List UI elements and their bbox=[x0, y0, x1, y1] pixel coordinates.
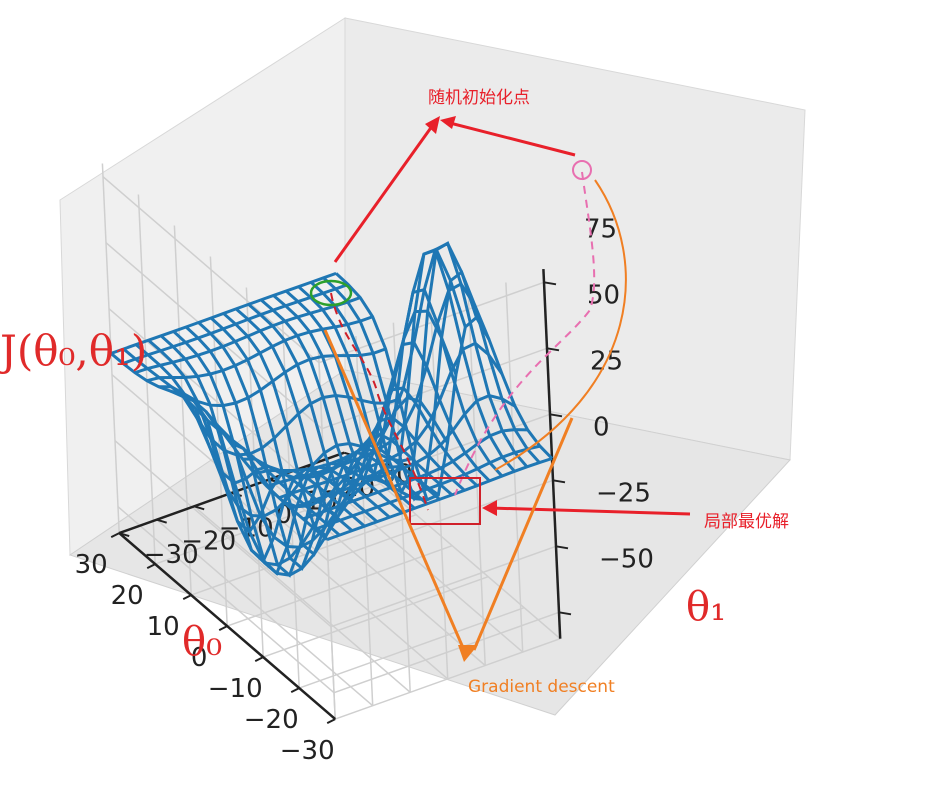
z-tick-mark bbox=[546, 347, 560, 352]
back-grid-line bbox=[505, 282, 524, 653]
init-arrow-left-head bbox=[425, 116, 440, 134]
init-arrow-left bbox=[333, 121, 437, 263]
gd-arrow-right bbox=[472, 417, 574, 651]
start-circle-green bbox=[309, 279, 353, 307]
z-tick-mark bbox=[543, 281, 557, 286]
side-grid-line bbox=[117, 506, 335, 694]
side-grid-line bbox=[173, 225, 192, 596]
y-tick-mark bbox=[118, 532, 130, 538]
pink-descent-path bbox=[454, 171, 596, 496]
z-axis-line bbox=[542, 269, 562, 639]
theta0-handwritten: θ₀ bbox=[182, 619, 222, 665]
wire-line-y bbox=[335, 272, 554, 502]
x-tick-label: −10 bbox=[208, 674, 263, 704]
back-grid-line bbox=[327, 479, 554, 562]
gradient-descent-label: Gradient descent bbox=[468, 677, 615, 697]
back-grid-line bbox=[467, 295, 486, 666]
optimum-arrow bbox=[489, 506, 691, 516]
z-tick-mark bbox=[549, 413, 563, 418]
x-tick-mark bbox=[146, 563, 156, 569]
side-grid-line bbox=[114, 440, 332, 628]
side-grid-line bbox=[108, 308, 326, 496]
x-tick-label: 0 bbox=[191, 643, 208, 673]
z-tick-label: 0 bbox=[593, 412, 610, 442]
back-grid-line bbox=[330, 545, 557, 628]
wire-line-y bbox=[272, 294, 491, 482]
z-tick-label: −50 bbox=[599, 544, 654, 574]
wire-line-y bbox=[297, 247, 516, 488]
z-tick-label: −25 bbox=[596, 478, 651, 508]
x-tick-label: 10 bbox=[147, 612, 180, 642]
x-tick-label: −20 bbox=[244, 705, 299, 735]
orange-curve bbox=[494, 179, 627, 471]
y-tick-mark bbox=[193, 505, 205, 511]
floor-grid-line bbox=[343, 452, 561, 640]
z-tick-mark bbox=[552, 479, 566, 484]
x-tick-mark bbox=[290, 687, 300, 693]
wireframe-surface bbox=[110, 241, 554, 578]
y-tick-mark bbox=[156, 518, 167, 524]
wire-line-y bbox=[185, 325, 404, 578]
x-tick-mark bbox=[110, 532, 120, 538]
optimum-arrow-head bbox=[482, 500, 497, 516]
j-theta-label: J(θ₀,θ₁) bbox=[0, 326, 147, 375]
local-optimum-box bbox=[409, 477, 481, 525]
z-tick-mark bbox=[558, 611, 572, 616]
y-tick-label: −20 bbox=[181, 527, 236, 557]
theta1-handwritten: θ₁ bbox=[686, 584, 726, 630]
x-tick-label: 20 bbox=[111, 581, 144, 611]
init-arrow-right bbox=[445, 120, 576, 157]
gd-arrow-left bbox=[323, 329, 466, 651]
x-tick-mark bbox=[254, 656, 264, 662]
x-tick-mark bbox=[326, 718, 336, 724]
side-grid-line bbox=[101, 163, 120, 534]
back-grid-line bbox=[333, 611, 560, 694]
x-tick-mark bbox=[218, 625, 228, 631]
wire-line-y bbox=[260, 298, 479, 488]
z-tick-label: 50 bbox=[587, 280, 620, 310]
annotation-layer: 随机初始化点 局部最优解 Gradient descent J(θ₀,θ₁) θ… bbox=[0, 88, 789, 697]
wire-line-y bbox=[322, 269, 541, 502]
z-tick-mark bbox=[555, 545, 569, 550]
side-grid-line bbox=[102, 176, 320, 364]
back-grid-line bbox=[355, 336, 374, 706]
wire-line-y bbox=[147, 339, 366, 534]
gd-arrow-head bbox=[458, 645, 478, 662]
random-init-label: 随机初始化点 bbox=[428, 88, 530, 108]
local-optimum-label: 局部最优解 bbox=[704, 512, 789, 532]
x-tick-mark bbox=[182, 594, 192, 600]
red-descent-path bbox=[330, 292, 429, 511]
wire-line-y bbox=[135, 343, 354, 532]
wire-line-y bbox=[210, 316, 429, 557]
y-tick-label: −30 bbox=[144, 540, 199, 570]
wire-line-y bbox=[285, 287, 504, 482]
x-tick-label: 30 bbox=[75, 550, 108, 580]
x-tick-label: −30 bbox=[280, 736, 335, 766]
wire-line-y bbox=[310, 241, 529, 496]
init-arrow-right-head bbox=[440, 116, 456, 129]
